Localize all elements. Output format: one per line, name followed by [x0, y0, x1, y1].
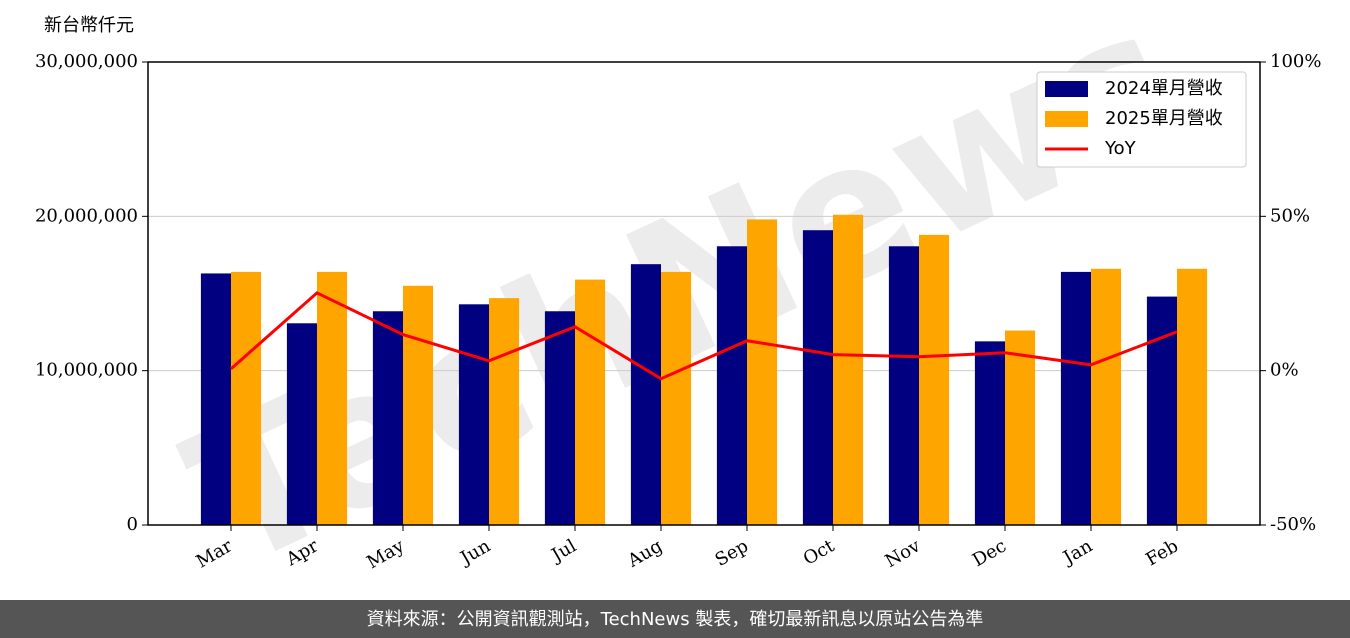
y2-tick-label: 0%	[1270, 360, 1299, 381]
legend-swatch	[1045, 81, 1088, 97]
plot-frame	[147, 61, 1261, 526]
yoy-line	[229, 291, 1178, 381]
legend-label: 2025單月營收	[1105, 108, 1223, 129]
bar	[1091, 268, 1122, 525]
x-tick-label: Sep	[712, 535, 752, 570]
bar	[747, 219, 778, 526]
bar	[716, 246, 748, 526]
y-tick-label: 10,000,000	[35, 360, 138, 381]
legend-box	[1036, 71, 1247, 168]
bar	[574, 279, 606, 525]
bar	[1060, 271, 1092, 525]
bar	[802, 230, 834, 525]
bar	[974, 341, 1006, 525]
footer-bar	[0, 600, 1350, 638]
bar	[544, 311, 575, 525]
bar	[316, 271, 348, 525]
y2-tick-label: 50%	[1270, 205, 1310, 226]
bar	[833, 214, 864, 526]
x-tick-label: Jul	[546, 535, 580, 567]
bar	[200, 273, 231, 525]
x-tick-label: Aug	[623, 535, 666, 572]
source-note: 資料來源：公開資訊觀測站，TechNews 製表，確切最新訊息以原站公告為準	[367, 609, 984, 630]
y-tick-label: 20,000,000	[35, 205, 138, 226]
y-tick-label: 0	[127, 514, 138, 535]
x-tick-label: Dec	[969, 535, 1010, 571]
bar	[888, 246, 920, 526]
legend-label: 2024單月營收	[1105, 78, 1223, 99]
y2-tick-label: 100%	[1270, 51, 1321, 72]
bar	[458, 304, 489, 525]
x-tick-label: Jan	[1058, 535, 1096, 569]
x-tick-label: Nov	[882, 535, 925, 572]
bar	[630, 264, 661, 525]
bar	[1005, 330, 1036, 525]
bar	[402, 285, 434, 525]
bar	[1177, 268, 1208, 525]
bar	[286, 323, 317, 525]
bar	[372, 311, 403, 525]
bar	[230, 271, 262, 525]
x-tick-label: Jun	[455, 535, 494, 570]
bar	[1146, 296, 1178, 525]
x-tick-label: Oct	[800, 535, 839, 570]
y-axis-label: 新台幣仟元	[44, 15, 134, 36]
legend-swatch	[1045, 111, 1088, 127]
y2-tick-label: -50%	[1270, 514, 1316, 535]
legend-label: YoY	[1104, 138, 1137, 159]
x-tick-label: Feb	[1142, 535, 1182, 570]
bar	[488, 298, 520, 525]
y-tick-label: 30,000,000	[35, 51, 138, 72]
bar	[660, 271, 692, 525]
bar	[919, 234, 950, 525]
